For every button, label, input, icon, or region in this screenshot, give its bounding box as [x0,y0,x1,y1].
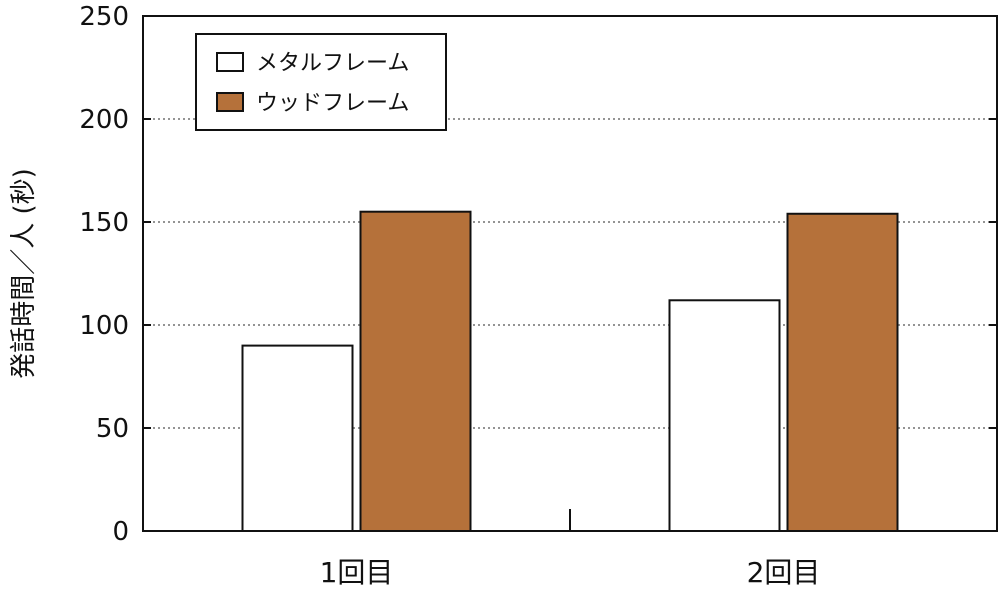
bar-wood-frame [786,212,899,532]
y-tick-label: 200 [79,105,129,135]
x-category-label: 2回目 [747,556,821,589]
y-tick-label: 100 [79,311,129,341]
y-axis-ticks: 0 50 100 150 200 250 [79,2,997,547]
legend: メタルフレーム ウッドフレーム [195,33,447,131]
x-axis-categories: 1回目 2回目 [320,509,821,589]
legend-swatch-metal-frame [216,52,244,72]
bar-metal-frame [241,344,354,532]
bar-metal-frame [668,299,781,532]
bar-wood-frame [359,210,472,532]
y-axis-label: 発話時間／人 (秒) [9,168,39,379]
y-tick-label: 250 [79,2,129,32]
y-tick-label: 0 [112,517,129,547]
y-tick-label: 150 [79,208,129,238]
y-tick-label: 50 [96,414,129,444]
x-category-label: 1回目 [320,556,394,589]
legend-box [195,33,447,131]
legend-label-metal-frame: メタルフレーム [256,51,409,76]
legend-swatch-wood-frame [216,92,244,112]
bars [241,210,899,532]
legend-label-wood-frame: ウッドフレーム [256,91,409,116]
